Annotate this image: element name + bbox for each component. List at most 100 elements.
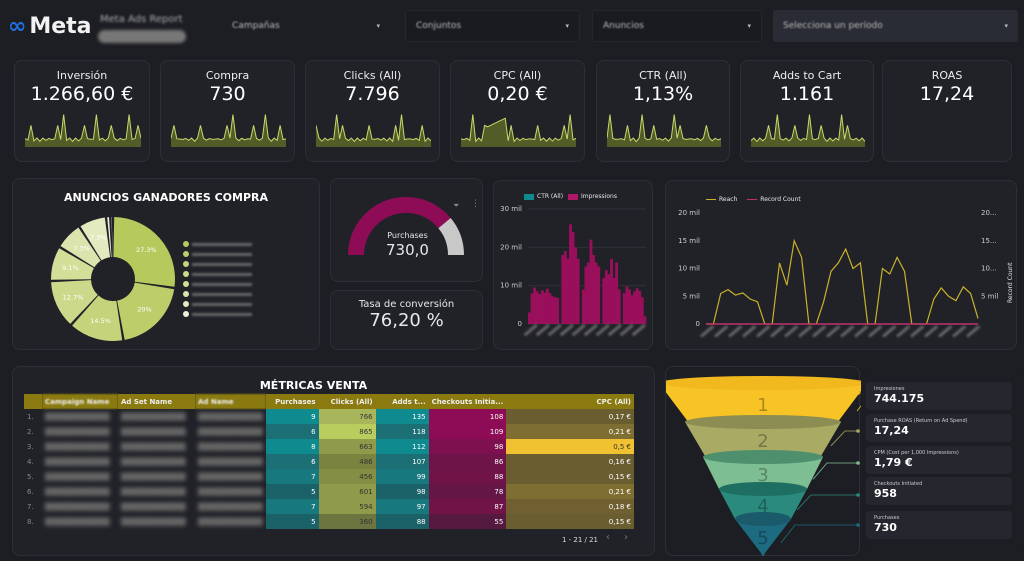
impressions-bar <box>533 287 536 324</box>
filter-icon[interactable]: ⏷ <box>453 201 460 210</box>
funnel-connector-dot <box>856 429 860 433</box>
filter-campaigns[interactable]: Campañas ▾ <box>222 10 390 42</box>
funnel-layer <box>735 519 791 556</box>
ad-name-cell: ████████████ <box>195 484 266 499</box>
sparkline-area <box>607 114 721 147</box>
kpi-card-compra: Compra 730 <box>160 60 295 162</box>
blurred-name: ████████████ <box>198 457 263 466</box>
legend-dot <box>183 241 189 247</box>
metric-cpm: CPM (Cost per 1,000 Impressions) 1,79 € <box>866 446 1012 474</box>
blurred-name: ████████████ <box>121 442 186 451</box>
pie-legend-item[interactable] <box>183 239 252 249</box>
metric-value: 730 <box>874 521 897 534</box>
col-adset-name[interactable]: Ad Set Name <box>118 394 195 409</box>
funnel-layer-top <box>719 482 807 496</box>
checkouts-cell: 98 <box>428 439 507 454</box>
col-adds-to-cart[interactable]: Adds t... <box>375 394 429 409</box>
clicks-cell: 601 <box>318 484 376 499</box>
funnel-layer-top <box>685 415 841 429</box>
kpi-card-ctr: CTR (All) 1,13% <box>596 60 730 162</box>
bar-legend: CTR (All) Impressions <box>524 193 617 200</box>
pie-legend-item[interactable] <box>183 249 252 259</box>
pie-legend-item[interactable] <box>183 279 252 289</box>
kpi-label: Adds to Cart <box>772 69 842 82</box>
legend-dot <box>183 301 189 307</box>
pie-legend-item[interactable] <box>183 299 252 309</box>
legend-blurred-label <box>192 282 252 286</box>
funnel-step-number: 4 <box>757 496 768 517</box>
cpc-cell: 0,21 € <box>506 424 634 439</box>
pie-legend <box>183 239 252 319</box>
filter-ads[interactable]: Anuncios ▾ <box>592 10 762 42</box>
blurred-name: ████████████ <box>121 457 186 466</box>
impressions-bar <box>538 294 542 324</box>
x-tick-label-blurred <box>728 325 743 338</box>
pie-slice <box>60 227 101 268</box>
more-options-icon[interactable]: ⋮ <box>471 199 480 209</box>
col-cpc[interactable]: CPC (All) <box>506 394 634 409</box>
kpi-value: 1.161 <box>779 83 835 105</box>
impressions-bar <box>633 291 637 324</box>
table-row[interactable]: 4. ████████████ ████████████ ████████████ 6 4… <box>24 454 634 469</box>
impressions-bar <box>528 312 531 324</box>
col-clicks[interactable]: Clicks (All) <box>318 394 376 409</box>
table-row[interactable]: 3. ████████████ ████████████ ████████████ 8 6… <box>24 439 634 454</box>
x-tick-label-blurred <box>583 323 598 337</box>
table-row[interactable]: 7. ████████████ ████████████ ████████████ 7 5… <box>24 499 634 514</box>
campaign-name-cell: ████████████ <box>42 499 118 514</box>
x-tick-label-blurred <box>952 325 967 338</box>
table-row[interactable]: 6. ████████████ ████████████ ████████████ 5 6… <box>24 484 634 499</box>
funnel-layer <box>685 422 841 459</box>
metric-label: Purchases <box>874 515 900 521</box>
pie-legend-item[interactable] <box>183 309 252 319</box>
gauge-value: 730,0 <box>386 241 429 259</box>
next-page-icon[interactable]: › <box>624 532 628 543</box>
kpi-sparkline <box>607 114 721 147</box>
pie-label: 20% <box>137 306 151 314</box>
x-tick-label-blurred <box>896 325 911 338</box>
table-row[interactable]: 5. ████████████ ████████████ ████████████ 7 4… <box>24 469 634 484</box>
legend-reach: Reach <box>719 196 738 203</box>
conversion-value: 76,20 % <box>369 310 444 331</box>
sparkline-area <box>25 114 141 147</box>
right-tick-label: 20... <box>981 209 997 217</box>
kpi-label: CTR (All) <box>639 69 687 82</box>
col-checkouts[interactable]: Checkouts Initia... <box>428 394 507 409</box>
meta-infinity-icon: ∞ <box>8 14 27 39</box>
filter-adsets[interactable]: Conjuntos ▾ <box>405 10 580 42</box>
col-index <box>24 394 42 409</box>
pie-legend-item[interactable] <box>183 269 252 279</box>
pie-legend-item[interactable] <box>183 289 252 299</box>
period-selector[interactable]: Selecciona un período ▾ <box>773 10 1018 42</box>
impressions-bar <box>602 278 606 324</box>
bar-chart: 0 10 mil 20 mil 30 mil <box>500 205 647 337</box>
col-ad-name[interactable]: Ad Name <box>195 394 266 409</box>
legend-swatch <box>567 193 578 200</box>
x-tick-label-blurred <box>523 323 538 337</box>
table-row[interactable]: 8. ████████████ ████████████ ████████████ 5 3… <box>24 514 634 529</box>
ad-name-cell: ████████████ <box>195 514 266 529</box>
pie-legend-item[interactable] <box>183 259 252 269</box>
legend-impressions: Impressions <box>580 193 617 200</box>
col-purchases[interactable]: Purchases <box>265 394 319 409</box>
impressions-bar <box>584 266 588 324</box>
prev-page-icon[interactable]: ‹ <box>606 532 610 543</box>
conversion-label: Tasa de conversión <box>358 299 455 310</box>
campaign-name-cell: ████████████ <box>42 424 118 439</box>
purchases-cell: 6 <box>265 454 319 469</box>
kpi-sparkline <box>461 114 576 147</box>
clicks-cell: 456 <box>318 469 376 484</box>
impressions-bar <box>638 291 642 324</box>
x-tick-label-blurred <box>826 325 841 338</box>
col-campaign-name[interactable]: Campaign Name <box>42 394 118 409</box>
adds-cell: 88 <box>375 514 429 529</box>
filter-label: Conjuntos <box>416 21 462 31</box>
right-axis-label: Record Count <box>1007 262 1014 303</box>
pie-slice <box>80 217 111 261</box>
adset-name-cell: ████████████ <box>118 469 195 484</box>
pie-title: ANUNCIOS GANADORES COMPRA <box>63 191 269 204</box>
table-row[interactable]: 2. ████████████ ████████████ ████████████ 6 8… <box>24 424 634 439</box>
table-row[interactable]: 1. ████████████ ████████████ ████████████ 9 7… <box>24 409 634 424</box>
clicks-cell: 663 <box>318 439 376 454</box>
cpc-cell: 0,21 € <box>506 484 634 499</box>
